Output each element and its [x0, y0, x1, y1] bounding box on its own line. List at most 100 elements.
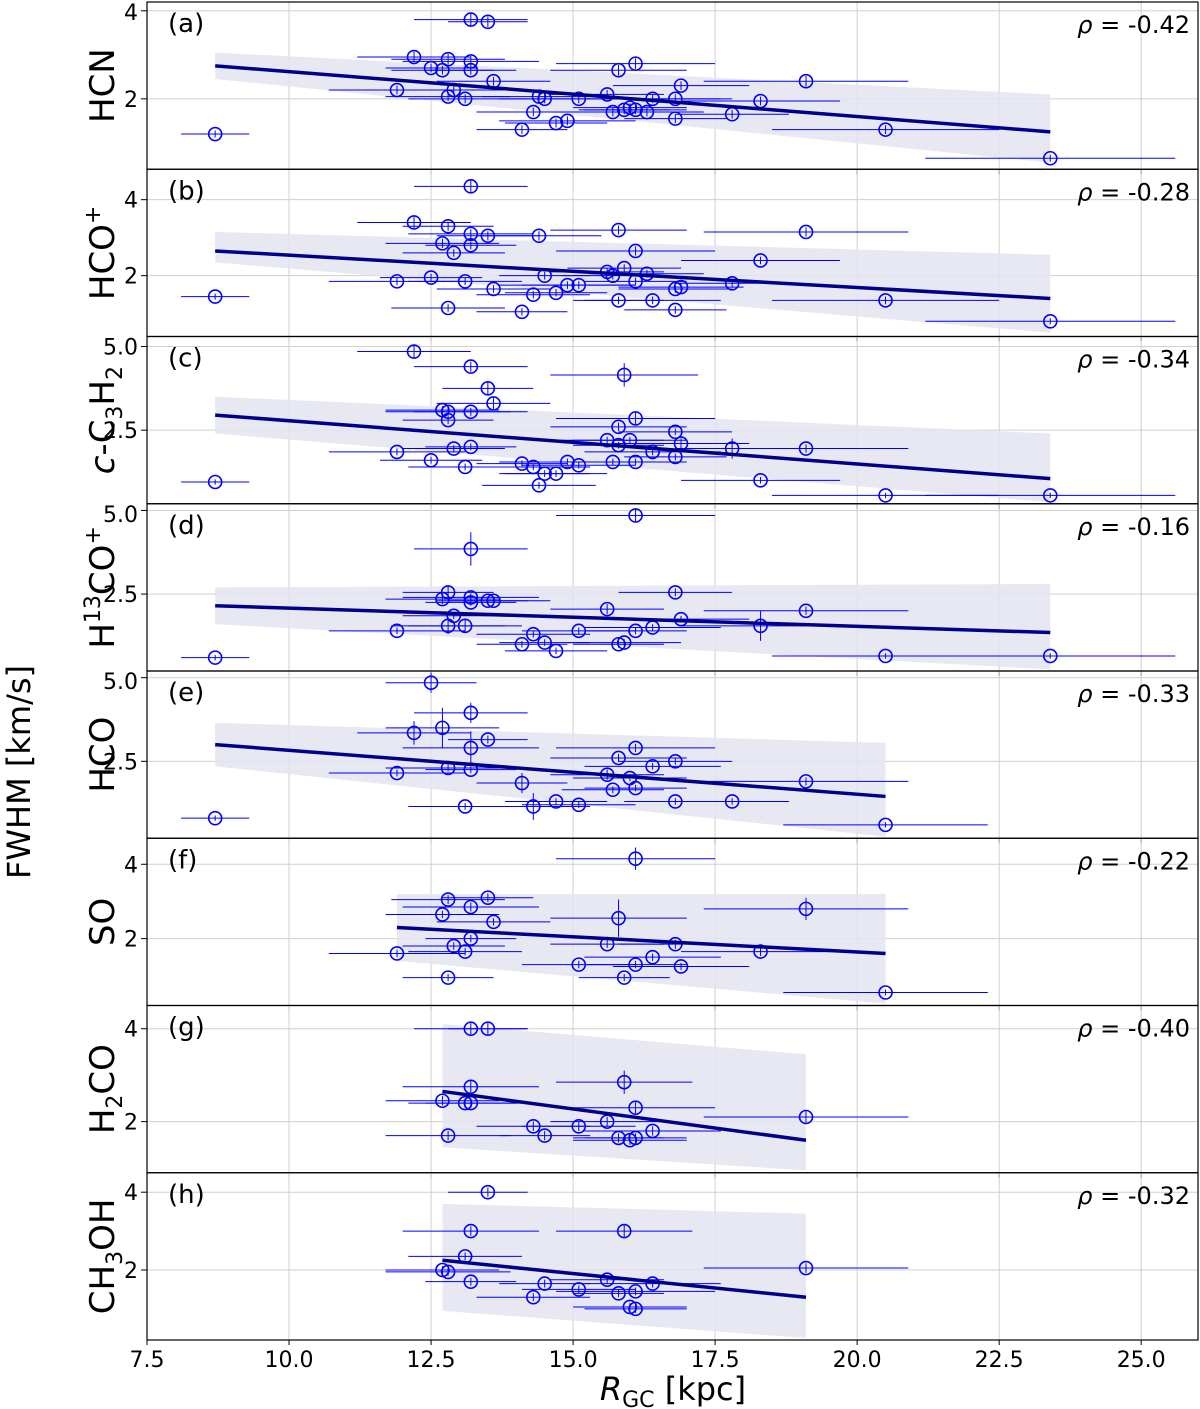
rho-annotation: ρ = -0.28: [1077, 178, 1190, 206]
data-point-marker: [389, 765, 405, 781]
data-point-marker: [435, 907, 450, 922]
data-point: [357, 344, 471, 359]
data-point-marker: [435, 720, 450, 736]
data-point-marker: [673, 279, 689, 295]
panel-letter: (a): [168, 9, 204, 39]
data-point-marker: [878, 122, 893, 137]
panel-frame: [146, 1172, 1199, 1341]
data-point: [771, 122, 1000, 137]
data-point: [521, 277, 636, 293]
data-point: [402, 938, 505, 954]
data-point: [414, 702, 528, 723]
data-point: [442, 381, 534, 396]
data-point: [681, 253, 841, 268]
data-point: [414, 359, 528, 374]
data-point-marker: [616, 970, 632, 985]
data-point-marker: [463, 899, 479, 915]
y-tick-label: 2: [124, 1259, 138, 1284]
fit-line: [215, 413, 1051, 481]
x-tick-label: 15.0: [549, 1348, 598, 1373]
data-point-marker: [560, 113, 575, 129]
data-point: [414, 12, 528, 27]
panel-letter: (d): [168, 511, 205, 541]
data-point-marker: [673, 959, 689, 974]
data-point: [448, 1021, 528, 1037]
data-point-marker: [537, 1128, 552, 1143]
data-point-marker: [446, 938, 462, 954]
data-point-marker: [526, 104, 541, 120]
data-point: [476, 773, 568, 794]
data-point: [771, 293, 1000, 308]
rho-annotation: ρ = -0.33: [1077, 680, 1190, 708]
x-tick-label: 12.5: [407, 1348, 456, 1373]
data-point: [181, 474, 250, 490]
data-point: [448, 14, 528, 30]
y-tick-label: 4: [124, 853, 138, 878]
data-point: [703, 1109, 909, 1125]
fit-line: [442, 1089, 807, 1142]
data-point-marker: [537, 1276, 552, 1291]
panel-c: 2.5 5.0 (c) ρ = -0.34 c-C3H2: [83, 336, 1199, 509]
data-point: [385, 1128, 511, 1143]
data-point-marker: [753, 253, 768, 268]
data-point: [612, 959, 750, 974]
data-point-marker: [611, 636, 626, 652]
data-point: [618, 585, 733, 600]
data-point: [584, 759, 721, 774]
data-point-marker: [878, 817, 893, 833]
data-point-marker: [878, 985, 893, 1000]
data-point-marker: [463, 595, 479, 610]
data-point-marker: [463, 226, 479, 242]
x-tick-label: 20.0: [833, 1348, 882, 1373]
data-point: [578, 970, 670, 985]
data-point: [584, 957, 687, 972]
rho-symbol: ρ: [1077, 1182, 1092, 1210]
molecule-label-part: OH: [83, 1199, 123, 1251]
y-tick-label: 4: [124, 189, 138, 214]
data-point-marker: [611, 750, 626, 766]
data-point: [408, 618, 522, 634]
y-tick-label: 2.5: [103, 583, 138, 608]
molecule-label-part: +: [81, 526, 106, 544]
data-point: [425, 237, 517, 253]
data-point-marker: [571, 797, 587, 813]
panel-letter: (f): [168, 845, 197, 875]
data-point-marker: [798, 901, 814, 917]
data-point-marker: [406, 49, 422, 65]
data-point: [385, 1264, 511, 1280]
data-point-marker: [486, 281, 501, 297]
rho-symbol: ρ: [1077, 680, 1092, 708]
data-point: [703, 774, 909, 789]
data-point-marker: [526, 287, 541, 302]
data-point-marker: [628, 102, 643, 118]
data-point-marker: [463, 740, 479, 756]
data-point-marker: [616, 367, 632, 383]
y-tick-label: 4: [124, 1181, 138, 1206]
fit-line: [396, 925, 886, 956]
molecule-label-part: CH: [83, 1265, 123, 1314]
data-point: [925, 488, 1176, 503]
data-point-marker: [406, 215, 422, 230]
data-point-marker: [571, 1282, 587, 1297]
data-point: [436, 396, 551, 411]
data-point: [584, 1301, 687, 1317]
data-point: [414, 532, 528, 566]
data-point: [425, 439, 517, 455]
data-point: [556, 1070, 693, 1094]
y-tick-label: 2: [124, 928, 138, 953]
data-point-marker: [571, 1118, 587, 1134]
data-point-marker: [724, 275, 740, 291]
data-point-marker: [628, 56, 643, 71]
data-point: [499, 113, 636, 129]
data-point-marker: [486, 593, 501, 609]
data-point-marker: [463, 179, 479, 194]
rho-annotation: ρ = -0.40: [1077, 1015, 1190, 1043]
rho-value: = -0.40: [1093, 1015, 1190, 1043]
data-point-marker: [389, 274, 405, 289]
data-point-marker: [798, 1109, 814, 1125]
data-point-marker: [514, 775, 530, 791]
x-axis-title: RGC [kpc]: [600, 1370, 746, 1409]
data-point-marker: [463, 1274, 479, 1289]
panel-d: 2.5 5.0 (d) ρ = -0.16 H13CO+: [81, 503, 1199, 676]
data-point: [402, 1079, 539, 1095]
